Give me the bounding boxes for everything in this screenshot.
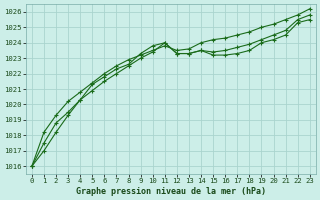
X-axis label: Graphe pression niveau de la mer (hPa): Graphe pression niveau de la mer (hPa) — [76, 187, 266, 196]
